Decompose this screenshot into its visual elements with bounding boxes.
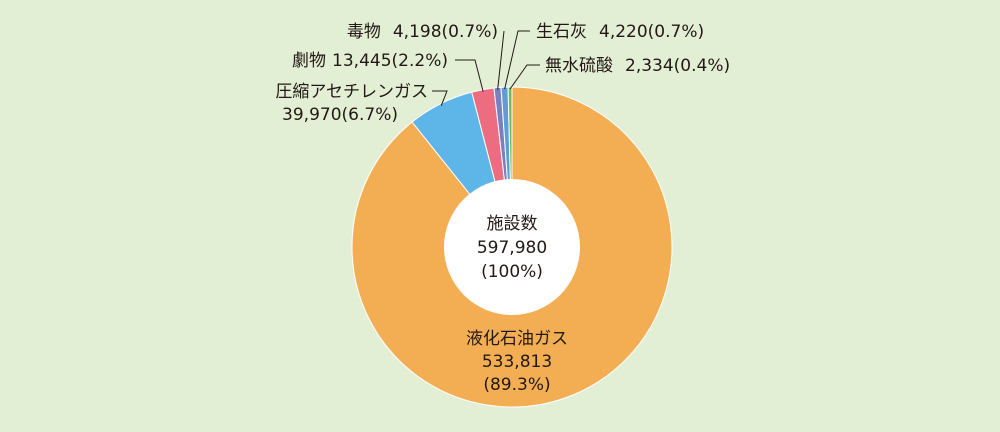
leader-lines <box>432 30 540 106</box>
slice-label-sulfuric: 無水硫酸 2,334(0.4%) <box>545 56 730 76</box>
donut-hole <box>444 179 580 315</box>
slice-label-dokubutsu-pct: (0.7%) <box>442 22 498 42</box>
slice-label-quicklime-name: 生石灰 <box>536 22 587 42</box>
slice-label-quicklime: 生石灰 4,220(0.7%) <box>536 22 704 42</box>
leader-sulfuric <box>509 64 540 90</box>
center-title: 施設数 <box>487 214 538 234</box>
slice-label-lpg-name: 液化石油ガス <box>466 329 568 349</box>
slice-label-gekibutsu: 劇物 13,445(2.2%) <box>292 51 448 71</box>
slice-label-sulfuric-name: 無水硫酸 <box>545 56 613 76</box>
slice-label-lpg-value: 533,813 <box>482 352 552 372</box>
slice-label-sulfuric-value: 2,334 <box>625 56 674 76</box>
leader-quicklime <box>504 30 530 90</box>
slice-label-sulfuric-pct: (0.4%) <box>674 56 730 76</box>
leader-acetylene <box>432 90 448 106</box>
leader-dokubutsu <box>497 30 505 90</box>
leader-gekibutsu <box>455 59 484 92</box>
slice-label-acetylene-name: 圧縮アセチレンガス <box>275 82 428 102</box>
slice-label-dokubutsu-name: 毒物 <box>347 22 381 42</box>
slice-label-dokubutsu: 毒物 4,198(0.7%) <box>347 22 498 42</box>
slice-label-gekibutsu-pct: (2.2%) <box>392 51 448 71</box>
slice-label-gekibutsu-value: 13,445 <box>332 51 391 71</box>
center-total: 597,980 <box>477 238 547 258</box>
slice-label-gekibutsu-name: 劇物 <box>292 51 326 71</box>
slice-label-dokubutsu-value: 4,198 <box>393 22 442 42</box>
slice-label-lpg-pct: (89.3%) <box>483 375 550 395</box>
slice-label-acetylene-pct: (6.7%) <box>342 105 398 125</box>
slice-label-quicklime-pct: (0.7%) <box>648 22 704 42</box>
center-pct: (100%) <box>481 262 543 282</box>
slice-label-quicklime-value: 4,220 <box>599 22 648 42</box>
slice-label-acetylene-value-num: 39,970 <box>282 105 341 125</box>
slice-label-acetylene-value: 39,970(6.7%) <box>282 105 398 125</box>
